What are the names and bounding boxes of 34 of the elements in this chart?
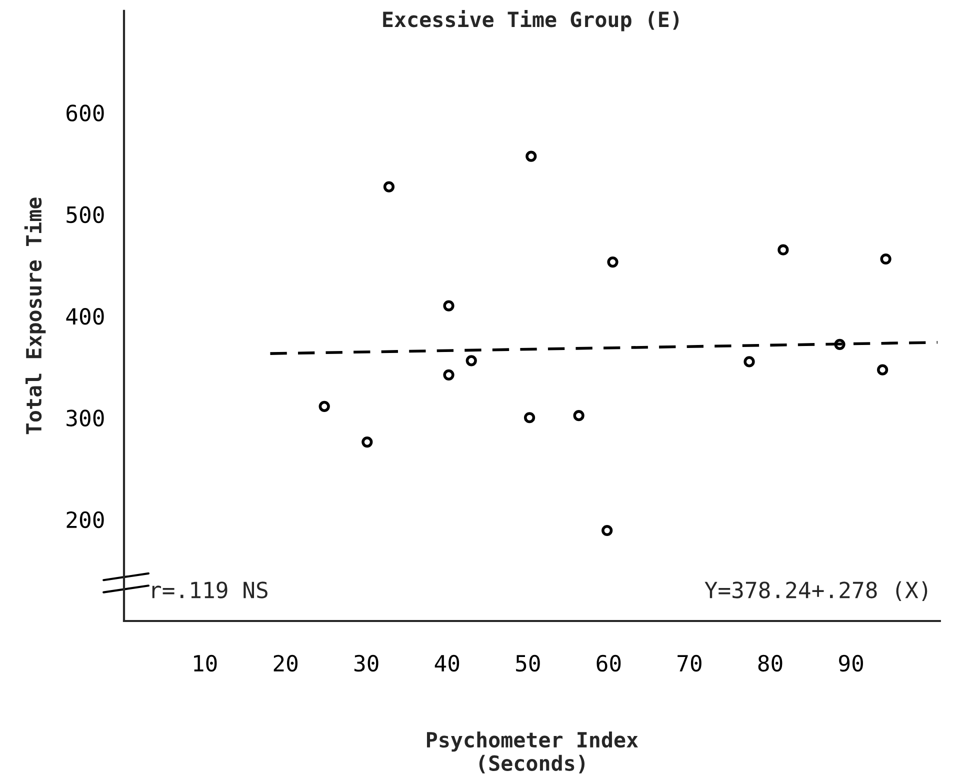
chart-title: Excessive Time Group (E): [383, 10, 679, 32]
point: [466, 355, 477, 366]
point: [602, 524, 613, 536]
y-axis-title: Total Exposure Time: [24, 198, 46, 434]
y-tick-label: 300: [66, 410, 104, 426]
annotation: Y=378.24+.278 (X): [704, 581, 928, 602]
point: [443, 369, 454, 380]
x-tick-label: 80: [758, 654, 782, 672]
x-tick-label: 70: [678, 654, 702, 672]
point: [877, 364, 888, 376]
x-tick-label: 50: [516, 654, 540, 672]
point: [362, 436, 373, 448]
point: [383, 181, 395, 192]
y-tick-label: 200: [66, 511, 104, 528]
y-tick-label: 500: [66, 206, 104, 224]
point: [744, 356, 755, 368]
point: [607, 256, 618, 268]
point: [443, 300, 454, 312]
x-tick-label: 10: [194, 654, 217, 672]
point: [524, 412, 536, 424]
point: [880, 253, 892, 265]
y-tick-label: 600: [66, 104, 104, 122]
point: [573, 410, 584, 422]
x-tick-label: 60: [596, 654, 621, 672]
x-tick-label: 90: [839, 654, 863, 672]
x-axis-title: Psychometer Index (Seconds): [426, 732, 638, 774]
point: [526, 150, 537, 162]
point: [318, 400, 330, 412]
point: [778, 244, 789, 256]
x-tick-label: 20: [274, 654, 298, 672]
x-tick-label: 30: [354, 654, 378, 672]
x-tick-label: 40: [434, 654, 460, 672]
annotation: r=.119 NS: [152, 582, 268, 598]
y-tick-label: 400: [66, 308, 104, 325]
